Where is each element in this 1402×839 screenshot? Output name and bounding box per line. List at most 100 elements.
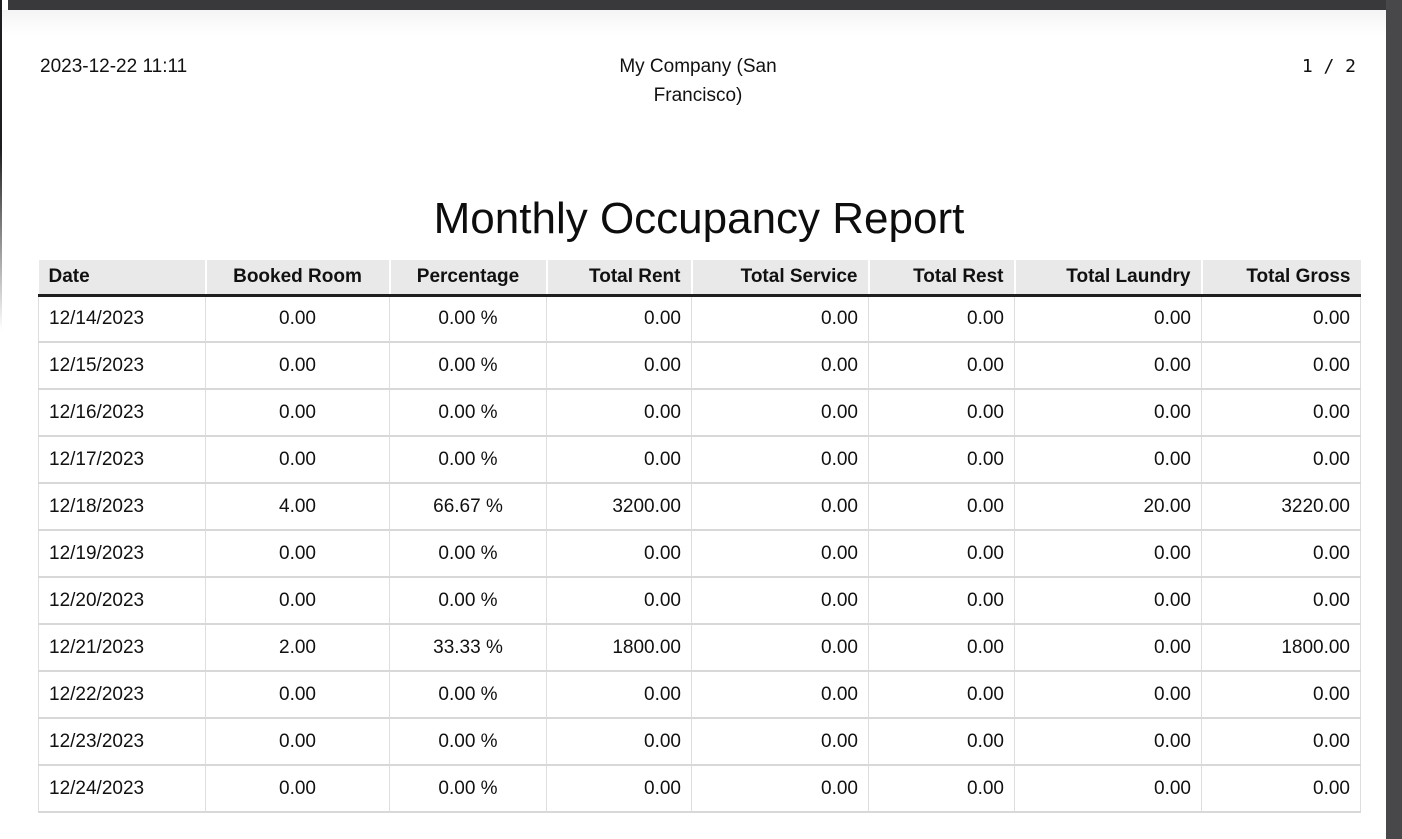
cell-total-service: 0.00 <box>691 670 869 719</box>
cell-booked-room: 0.00 <box>205 529 390 578</box>
table-header-row: Date Booked Room Percentage Total Rent T… <box>38 260 1361 297</box>
report-page-header: 2023-12-22 11:11 My Company (San Francis… <box>40 52 1356 110</box>
cell-date: 12/22/2023 <box>38 670 206 719</box>
cell-total-rest: 0.00 <box>868 388 1015 437</box>
table-row: 12/24/2023 0.00 0.00 % 0.00 0.00 0.00 0.… <box>38 764 1361 813</box>
cell-booked-room: 0.00 <box>205 764 390 813</box>
cell-total-laundry: 0.00 <box>1014 294 1202 343</box>
cell-percentage: 0.00 % <box>389 388 547 437</box>
col-header-total-gross: Total Gross <box>1200 260 1361 297</box>
viewer-left-edge <box>0 0 2 330</box>
cell-booked-room: 0.00 <box>205 435 390 484</box>
cell-booked-room: 0.00 <box>205 388 390 437</box>
cell-date: 12/20/2023 <box>38 576 206 625</box>
cell-total-service: 0.00 <box>691 764 869 813</box>
cell-total-laundry: 0.00 <box>1014 388 1202 437</box>
cell-percentage: 66.67 % <box>389 482 547 531</box>
cell-total-rest: 0.00 <box>868 294 1015 343</box>
report-title: Monthly Occupancy Report <box>433 194 965 243</box>
col-header-total-service: Total Service <box>690 260 869 297</box>
cell-booked-room: 0.00 <box>205 717 390 766</box>
page-indicator: 1 / 2 <box>1301 56 1356 77</box>
viewer-right-edge <box>1386 0 1402 839</box>
cell-date: 12/24/2023 <box>38 764 206 813</box>
col-header-date: Date <box>38 260 206 297</box>
cell-total-laundry: 0.00 <box>1014 341 1202 390</box>
cell-total-service: 0.00 <box>691 435 869 484</box>
cell-booked-room: 0.00 <box>205 341 390 390</box>
cell-total-laundry: 0.00 <box>1014 435 1202 484</box>
cell-booked-room: 0.00 <box>205 576 390 625</box>
cell-total-gross: 0.00 <box>1201 341 1361 390</box>
cell-total-service: 0.00 <box>691 341 869 390</box>
cell-total-rent: 0.00 <box>546 576 692 625</box>
company-name-line1: My Company (San <box>619 56 777 77</box>
cell-percentage: 0.00 % <box>389 670 547 719</box>
cell-total-gross: 0.00 <box>1201 576 1361 625</box>
cell-percentage: 33.33 % <box>389 623 547 672</box>
cell-total-rest: 0.00 <box>868 341 1015 390</box>
cell-total-gross: 0.00 <box>1201 388 1361 437</box>
cell-total-laundry: 0.00 <box>1014 670 1202 719</box>
cell-total-laundry: 0.00 <box>1014 764 1202 813</box>
table-row: 12/16/2023 0.00 0.00 % 0.00 0.00 0.00 0.… <box>38 388 1361 437</box>
cell-total-gross: 0.00 <box>1201 764 1361 813</box>
viewer-top-bar <box>8 0 1402 10</box>
cell-total-gross: 0.00 <box>1201 294 1361 343</box>
cell-total-laundry: 0.00 <box>1014 717 1202 766</box>
cell-percentage: 0.00 % <box>389 576 547 625</box>
cell-total-service: 0.00 <box>691 576 869 625</box>
cell-total-laundry: 20.00 <box>1014 482 1202 531</box>
cell-total-rent: 0.00 <box>546 341 692 390</box>
col-header-total-laundry: Total Laundry <box>1013 260 1202 297</box>
cell-total-gross: 1800.00 <box>1201 623 1361 672</box>
cell-total-rent: 3200.00 <box>546 482 692 531</box>
cell-total-rent: 0.00 <box>546 764 692 813</box>
cell-total-rent: 0.00 <box>546 388 692 437</box>
cell-percentage: 0.00 % <box>389 294 547 343</box>
viewer-top-shadow <box>0 10 1386 36</box>
table-row: 12/21/2023 2.00 33.33 % 1800.00 0.00 0.0… <box>38 623 1361 672</box>
cell-total-service: 0.00 <box>691 529 869 578</box>
cell-total-rent: 0.00 <box>546 294 692 343</box>
cell-booked-room: 0.00 <box>205 670 390 719</box>
cell-percentage: 0.00 % <box>389 717 547 766</box>
cell-date: 12/19/2023 <box>38 529 206 578</box>
cell-total-rent: 0.00 <box>546 670 692 719</box>
table-row: 12/14/2023 0.00 0.00 % 0.00 0.00 0.00 0.… <box>38 294 1361 343</box>
cell-date: 12/14/2023 <box>38 294 206 343</box>
cell-percentage: 0.00 % <box>389 529 547 578</box>
occupancy-table-container: Date Booked Room Percentage Total Rent T… <box>38 260 1361 813</box>
cell-total-service: 0.00 <box>691 482 869 531</box>
col-header-total-rest: Total Rest <box>867 260 1015 297</box>
cell-total-laundry: 0.00 <box>1014 623 1202 672</box>
table-row: 12/20/2023 0.00 0.00 % 0.00 0.00 0.00 0.… <box>38 576 1361 625</box>
cell-date: 12/18/2023 <box>38 482 206 531</box>
col-header-booked-room: Booked Room <box>204 260 390 297</box>
table-row: 12/23/2023 0.00 0.00 % 0.00 0.00 0.00 0.… <box>38 717 1361 766</box>
cell-total-gross: 3220.00 <box>1201 482 1361 531</box>
cell-percentage: 0.00 % <box>389 764 547 813</box>
cell-total-gross: 0.00 <box>1201 435 1361 484</box>
cell-booked-room: 4.00 <box>205 482 390 531</box>
cell-date: 12/23/2023 <box>38 717 206 766</box>
cell-total-rest: 0.00 <box>868 435 1015 484</box>
cell-total-laundry: 0.00 <box>1014 529 1202 578</box>
cell-percentage: 0.00 % <box>389 341 547 390</box>
cell-date: 12/15/2023 <box>38 341 206 390</box>
col-header-total-rent: Total Rent <box>545 260 692 297</box>
cell-percentage: 0.00 % <box>389 435 547 484</box>
cell-total-rent: 0.00 <box>546 435 692 484</box>
cell-total-rent: 1800.00 <box>546 623 692 672</box>
cell-date: 12/17/2023 <box>38 435 206 484</box>
cell-total-rest: 0.00 <box>868 529 1015 578</box>
table-row: 12/17/2023 0.00 0.00 % 0.00 0.00 0.00 0.… <box>38 435 1361 484</box>
cell-total-service: 0.00 <box>691 717 869 766</box>
cell-total-rest: 0.00 <box>868 623 1015 672</box>
cell-total-service: 0.00 <box>691 294 869 343</box>
report-datetime: 2023-12-22 11:11 <box>40 56 188 77</box>
cell-total-gross: 0.00 <box>1201 670 1361 719</box>
cell-total-laundry: 0.00 <box>1014 576 1202 625</box>
cell-total-rest: 0.00 <box>868 717 1015 766</box>
col-header-percentage: Percentage <box>388 260 547 297</box>
